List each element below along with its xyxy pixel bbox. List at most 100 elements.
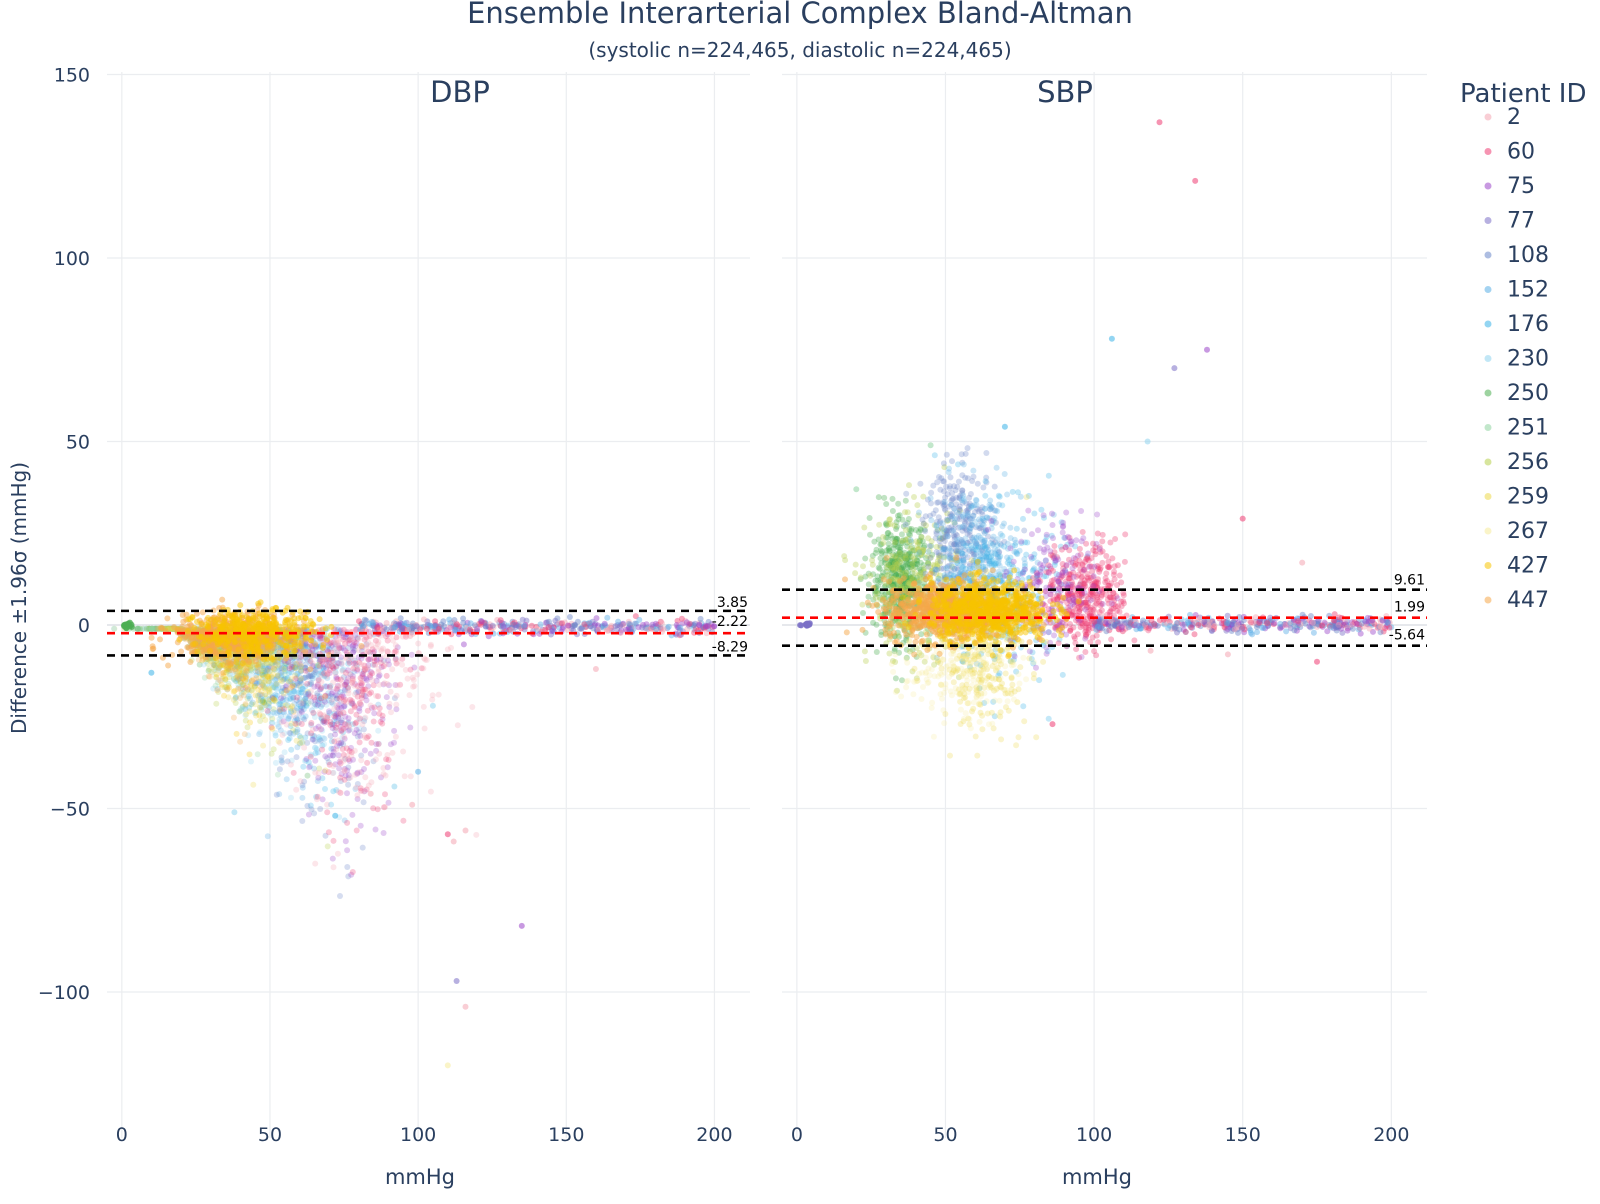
data-point bbox=[344, 745, 350, 751]
data-point bbox=[615, 619, 621, 625]
data-point bbox=[650, 622, 656, 628]
data-point bbox=[287, 730, 293, 736]
data-point bbox=[277, 707, 283, 713]
data-point bbox=[347, 671, 353, 677]
data-point bbox=[454, 621, 460, 627]
data-point bbox=[250, 626, 256, 632]
data-point bbox=[511, 622, 517, 628]
data-point bbox=[383, 661, 389, 667]
data-point bbox=[274, 792, 280, 798]
data-point bbox=[874, 649, 880, 655]
data-point bbox=[335, 851, 341, 857]
data-point bbox=[365, 708, 371, 714]
data-point bbox=[336, 789, 342, 795]
data-point bbox=[391, 728, 397, 734]
data-point bbox=[661, 626, 667, 632]
data-point bbox=[469, 704, 475, 710]
data-point bbox=[382, 804, 388, 810]
data-point bbox=[324, 809, 330, 815]
data-point bbox=[593, 666, 599, 672]
data-point bbox=[205, 615, 211, 621]
data-point bbox=[233, 626, 239, 632]
data-point bbox=[424, 626, 430, 632]
data-point bbox=[280, 732, 286, 738]
data-point bbox=[231, 697, 237, 703]
data-point bbox=[335, 640, 341, 646]
data-point bbox=[373, 756, 379, 762]
data-point bbox=[190, 641, 196, 647]
data-point bbox=[330, 770, 336, 776]
data-point bbox=[265, 833, 271, 839]
data-point bbox=[310, 737, 316, 743]
data-point bbox=[178, 649, 184, 655]
data-point bbox=[298, 614, 304, 620]
data-point bbox=[297, 740, 303, 746]
data-point bbox=[354, 828, 360, 834]
data-point bbox=[291, 709, 297, 715]
data-point bbox=[291, 770, 297, 776]
data-point bbox=[324, 802, 330, 808]
data-point bbox=[357, 686, 363, 692]
data-point bbox=[362, 774, 368, 780]
data-point bbox=[129, 622, 135, 628]
data-point bbox=[210, 616, 216, 622]
data-point bbox=[529, 623, 535, 629]
data-point bbox=[463, 828, 469, 834]
data-point bbox=[358, 676, 364, 682]
data-point bbox=[328, 662, 334, 668]
data-point bbox=[380, 713, 386, 719]
data-point bbox=[121, 622, 127, 628]
data-point bbox=[472, 622, 478, 628]
data-point bbox=[185, 628, 191, 634]
data-point bbox=[429, 697, 435, 703]
data-point bbox=[364, 687, 370, 693]
data-point bbox=[876, 522, 882, 528]
data-point bbox=[214, 671, 220, 677]
data-point bbox=[352, 748, 358, 754]
data-point bbox=[880, 534, 886, 540]
data-point bbox=[369, 670, 375, 676]
data-point bbox=[242, 623, 248, 629]
data-point bbox=[275, 772, 281, 778]
data-point bbox=[317, 616, 323, 622]
data-point bbox=[358, 661, 364, 667]
data-point bbox=[320, 645, 326, 651]
data-point bbox=[376, 751, 382, 757]
data-point bbox=[344, 864, 350, 870]
data-point bbox=[164, 615, 170, 621]
data-point bbox=[455, 722, 461, 728]
data-point bbox=[430, 703, 436, 709]
data-point bbox=[377, 682, 383, 688]
data-point bbox=[519, 923, 525, 929]
data-point bbox=[410, 631, 416, 637]
data-point bbox=[194, 649, 200, 655]
data-point bbox=[679, 616, 685, 622]
data-point bbox=[375, 728, 381, 734]
data-point bbox=[420, 665, 426, 671]
data-point bbox=[249, 678, 255, 684]
data-point bbox=[256, 712, 262, 718]
data-point bbox=[277, 766, 283, 772]
data-point bbox=[448, 645, 454, 651]
data-point bbox=[361, 799, 367, 805]
data-point bbox=[288, 795, 294, 801]
data-point bbox=[384, 694, 390, 700]
data-point bbox=[250, 782, 256, 788]
data-point bbox=[352, 721, 358, 727]
data-point bbox=[245, 686, 251, 692]
data-point bbox=[344, 820, 350, 826]
data-point bbox=[345, 782, 351, 788]
data-point bbox=[380, 765, 386, 771]
data-point bbox=[360, 845, 366, 851]
data-point bbox=[247, 720, 253, 726]
data-point bbox=[862, 556, 868, 562]
data-point bbox=[428, 789, 434, 795]
data-point bbox=[292, 665, 298, 671]
data-point bbox=[627, 622, 633, 628]
data-point bbox=[330, 856, 336, 862]
data-point bbox=[219, 597, 225, 603]
data-point bbox=[344, 790, 350, 796]
data-point bbox=[328, 624, 334, 630]
data-point bbox=[308, 720, 314, 726]
data-point bbox=[414, 623, 420, 629]
